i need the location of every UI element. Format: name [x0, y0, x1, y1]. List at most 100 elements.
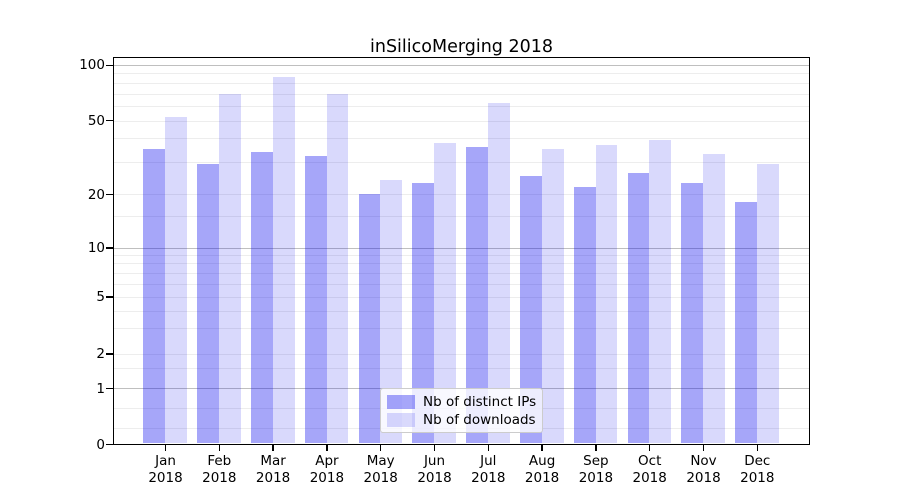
x-tick-year: 2018 [309, 470, 345, 486]
y-tick-label: 1 [96, 380, 105, 397]
bar-downloads-jul [488, 103, 510, 444]
gridline-minor [114, 82, 809, 84]
gridline-minor [114, 310, 809, 312]
x-tick-mark [702, 445, 705, 451]
gridline-minor [114, 105, 809, 107]
x-tick-year: 2018 [578, 470, 614, 486]
x-tick-year: 2018 [202, 470, 237, 486]
bar-downloads-jan [165, 117, 187, 444]
legend-label-distinct-ips: Nb of distinct IPs [423, 393, 537, 410]
bar-downloads-oct [649, 140, 672, 444]
bar-downloads-aug [541, 149, 564, 444]
x-tick-month: Dec [744, 453, 771, 469]
gridline-major [114, 247, 809, 249]
x-tick-month: Nov [690, 453, 717, 469]
gridline-minor [114, 161, 809, 163]
y-tick-mark [106, 353, 113, 355]
gridline-minor [114, 73, 809, 75]
x-tick-month: Jun [423, 453, 446, 469]
y-tick-mark [106, 193, 113, 196]
x-tick-mark [380, 445, 382, 451]
x-tick-mark [756, 445, 758, 451]
bar-distinct-ips-may [358, 194, 381, 444]
bar-distinct-ips-jul [466, 146, 488, 444]
x-tick-mark [272, 445, 274, 451]
gridline-major [114, 65, 809, 66]
gridline-minor [114, 283, 809, 285]
x-tick-month: Apr [315, 453, 339, 469]
x-tick-year: 2018 [148, 470, 183, 486]
y-tick-mark [106, 444, 113, 446]
x-tick-label: Nov 2018 [672, 453, 736, 487]
x-tick-label: Mar 2018 [241, 453, 305, 487]
x-tick-mark [487, 445, 489, 451]
x-tick-mark [164, 445, 167, 451]
y-tick-mark [106, 120, 113, 122]
x-tick-year: 2018 [632, 470, 667, 486]
gridline-minor [114, 138, 809, 140]
y-tick-label: 10 [87, 240, 105, 256]
x-tick-label: Dec 2018 [725, 453, 789, 487]
gridline-minor [114, 296, 809, 298]
x-tick-year: 2018 [524, 470, 560, 486]
bar-distinct-ips-jan [143, 149, 166, 444]
x-tick-year: 2018 [417, 470, 452, 486]
x-tick-label: Sep 2018 [564, 453, 628, 487]
y-tick-mark [106, 296, 113, 298]
gridline-minor [114, 328, 809, 330]
x-tick-month: Sep [583, 453, 609, 469]
bar-distinct-ips-nov [681, 182, 704, 444]
x-tick-month: Feb [207, 453, 232, 469]
x-tick-month: Jul [480, 453, 497, 469]
bar-downloads-jun [434, 142, 456, 444]
x-tick-mark [433, 445, 436, 451]
legend-label-downloads: Nb of downloads [423, 411, 536, 428]
legend-item-distinct-ips: Nb of distinct IPs [387, 393, 542, 410]
x-tick-label: Jan 2018 [134, 453, 198, 487]
x-tick-year: 2018 [255, 470, 291, 486]
bar-distinct-ips-feb [197, 164, 219, 444]
gridline-minor [114, 120, 809, 122]
gridline-minor [114, 255, 809, 257]
y-tick-mark [106, 387, 113, 390]
x-tick-mark [326, 445, 328, 451]
gridline-minor [114, 368, 809, 370]
legend-item-downloads: Nb of downloads [387, 411, 542, 428]
legend-swatch-downloads [387, 412, 415, 427]
x-tick-label: Jul 2018 [456, 453, 520, 487]
bar-distinct-ips-oct [627, 173, 650, 444]
y-tick-label: 2 [96, 346, 105, 362]
y-tick-label: 50 [87, 112, 105, 129]
bar-downloads-dec [757, 164, 779, 444]
bar-distinct-ips-dec [735, 202, 757, 444]
gridline-minor [114, 93, 809, 95]
gridline-minor [114, 194, 809, 196]
x-tick-mark [541, 445, 543, 451]
x-tick-mark [595, 445, 597, 451]
x-tick-label: Feb 2018 [187, 453, 251, 487]
x-tick-year: 2018 [740, 470, 775, 486]
y-tick-label: 5 [96, 289, 105, 305]
x-tick-label: Apr 2018 [295, 453, 359, 487]
x-tick-year: 2018 [363, 470, 398, 486]
x-tick-month: Mar [260, 453, 286, 469]
gridline-minor [114, 272, 809, 274]
bar-distinct-ips-sep [573, 186, 596, 444]
x-tick-month: May [366, 453, 395, 469]
bar-distinct-ips-jun [412, 182, 435, 444]
y-tick-label: 20 [87, 186, 105, 203]
gridline-minor [114, 353, 809, 355]
y-tick-mark [106, 247, 113, 249]
bar-downloads-may [380, 179, 403, 444]
bar-distinct-ips-aug [520, 176, 542, 444]
bar-downloads-nov [703, 153, 725, 444]
x-tick-label: Aug 2018 [510, 453, 574, 487]
x-tick-year: 2018 [686, 470, 721, 486]
x-tick-label: Jun 2018 [403, 453, 467, 487]
gridline-minor [114, 263, 809, 265]
bar-downloads-sep [595, 144, 618, 444]
x-tick-label: Oct 2018 [618, 453, 682, 487]
bar-downloads-mar [272, 77, 295, 444]
x-tick-month: Aug [528, 453, 556, 469]
